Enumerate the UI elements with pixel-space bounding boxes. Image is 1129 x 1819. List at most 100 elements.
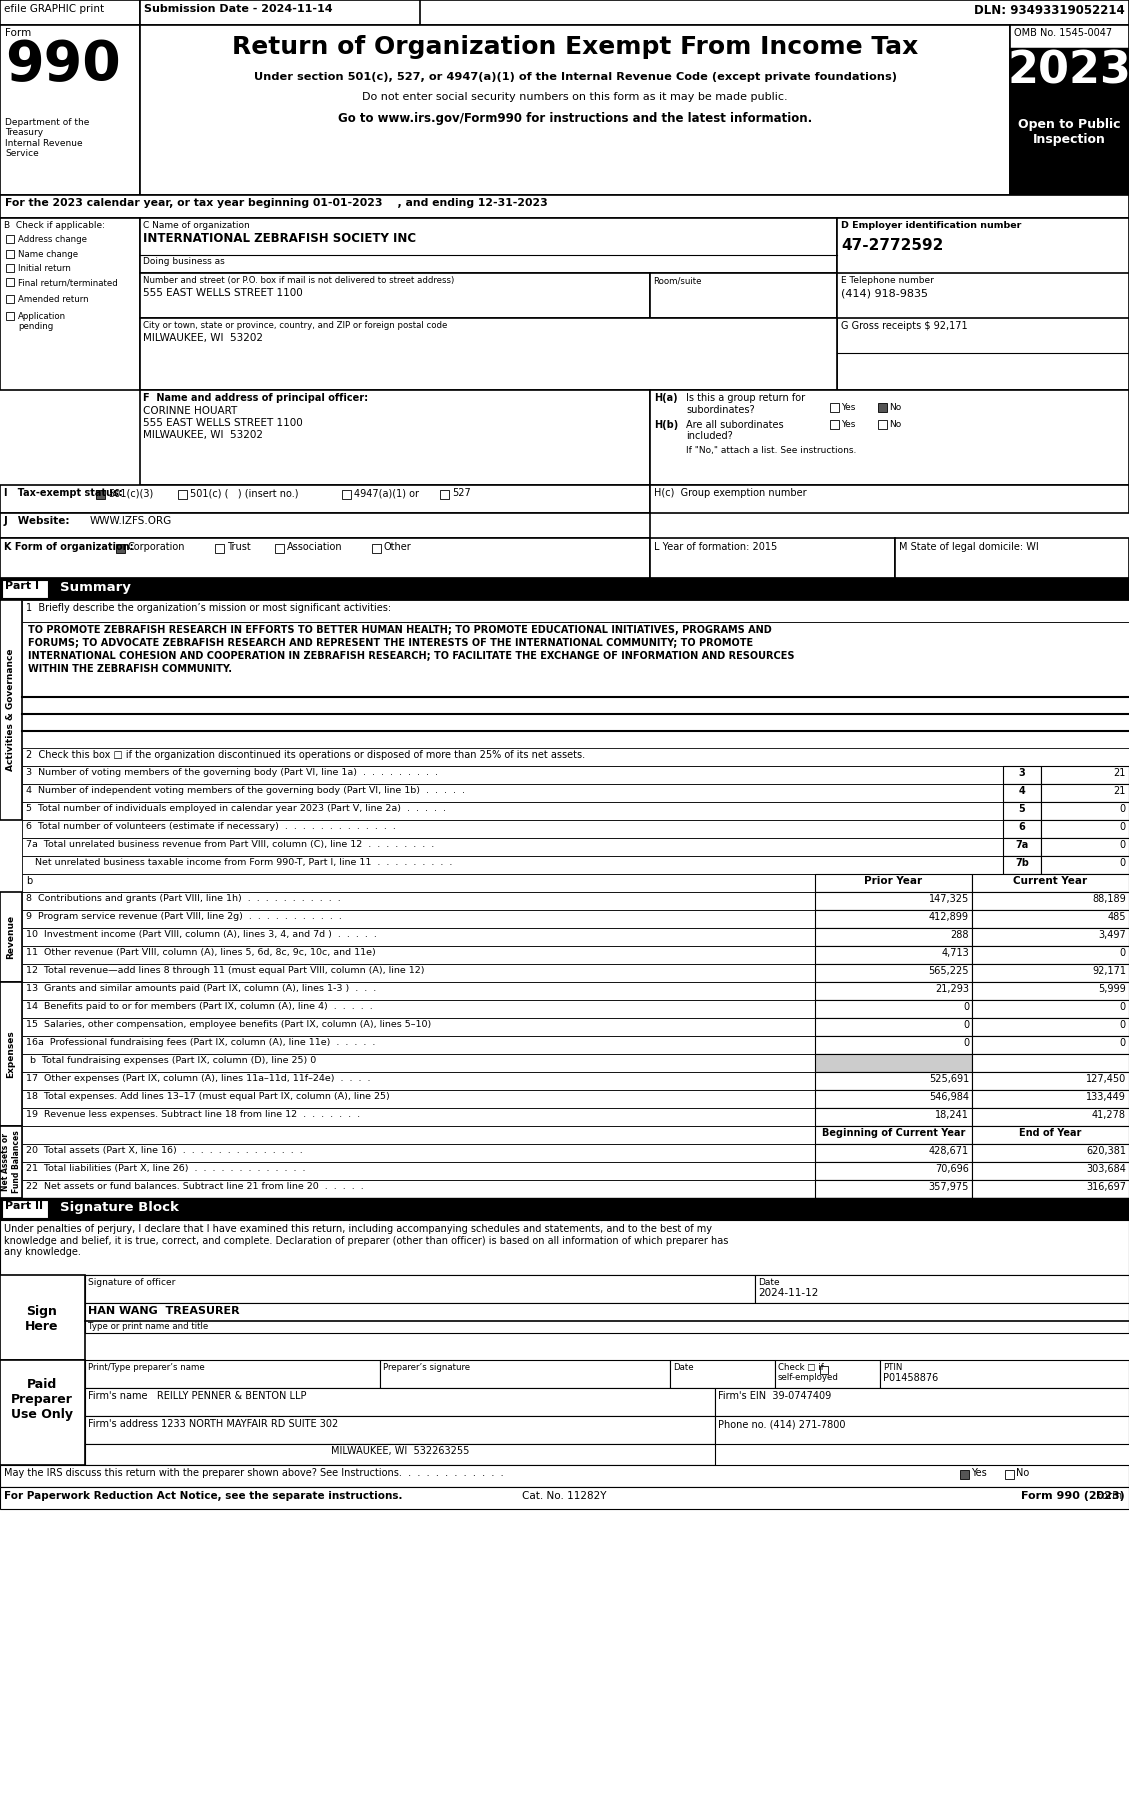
Text: 16a  Professional fundraising fees (Part IX, column (A), line 11e)  .  .  .  .  : 16a Professional fundraising fees (Part … (26, 1039, 375, 1048)
Text: Preparer’s signature: Preparer’s signature (383, 1362, 470, 1372)
Bar (972, 964, 1129, 982)
Text: Revenue: Revenue (7, 915, 16, 959)
Text: No: No (889, 420, 901, 429)
Text: Part I: Part I (5, 580, 40, 591)
Text: 0: 0 (1120, 859, 1126, 868)
Bar (815, 1071, 972, 1090)
Text: If "No," attach a list. See instructions.: If "No," attach a list. See instructions… (686, 446, 857, 455)
Bar (972, 1144, 1129, 1162)
Text: 7a  Total unrelated business revenue from Part VIII, column (C), line 12  .  .  : 7a Total unrelated business revenue from… (26, 840, 435, 849)
Text: efile GRAPHIC print: efile GRAPHIC print (5, 4, 104, 15)
Text: Initial return: Initial return (18, 264, 71, 273)
Text: 127,450: 127,450 (1086, 1073, 1126, 1084)
Text: 4,713: 4,713 (942, 948, 969, 959)
Text: 7a: 7a (1015, 840, 1029, 849)
Text: MILWAUKEE, WI  53202: MILWAUKEE, WI 53202 (143, 333, 263, 344)
Text: 5: 5 (1018, 804, 1025, 813)
Bar (0, 513, 650, 538)
Bar (85, 1275, 755, 1302)
Bar (0, 1464, 1129, 1486)
Text: included?: included? (686, 431, 733, 440)
Text: OMB No. 1545-0047: OMB No. 1545-0047 (1014, 27, 1112, 38)
Bar (21, 1108, 815, 1126)
Text: G Gross receipts $ 92,171: G Gross receipts $ 92,171 (841, 320, 968, 331)
Bar (815, 873, 972, 891)
Text: H(c)  Group exemption number: H(c) Group exemption number (654, 487, 806, 498)
Bar (21, 1162, 815, 1181)
Text: 18,241: 18,241 (935, 1110, 969, 1121)
Text: (414) 918-9835: (414) 918-9835 (841, 289, 928, 298)
Bar (830, 420, 839, 429)
Bar (0, 1486, 1129, 1510)
Bar (6, 264, 14, 273)
Bar (815, 1053, 972, 1071)
Text: Go to www.irs.gov/Form990 for instructions and the latest information.: Go to www.irs.gov/Form990 for instructio… (338, 113, 812, 126)
Text: Number and street (or P.O. box if mail is not delivered to street address): Number and street (or P.O. box if mail i… (143, 276, 454, 286)
Bar (21, 928, 815, 946)
Bar (85, 1361, 380, 1388)
Bar (21, 1181, 815, 1199)
Bar (972, 1126, 1129, 1144)
Bar (21, 1144, 815, 1162)
Bar (1003, 820, 1041, 839)
Text: 4  Number of independent voting members of the governing body (Part VI, line 1b): 4 Number of independent voting members o… (26, 786, 465, 795)
Bar (1041, 839, 1129, 857)
Bar (972, 1071, 1129, 1090)
Text: Form: Form (1095, 1492, 1124, 1501)
Bar (0, 195, 1129, 218)
Bar (6, 295, 14, 304)
Text: 0: 0 (1120, 948, 1126, 959)
Bar (0, 25, 140, 195)
Text: Phone no. (414) 271-7800: Phone no. (414) 271-7800 (718, 1419, 846, 1430)
Bar (0, 982, 21, 1126)
Bar (960, 1470, 969, 1479)
Bar (1041, 784, 1129, 802)
Text: 17  Other expenses (Part IX, column (A), lines 11a–11d, 11f–24e)  .  .  .  .: 17 Other expenses (Part IX, column (A), … (26, 1073, 370, 1082)
Text: 428,671: 428,671 (929, 1146, 969, 1157)
Bar (1010, 25, 1129, 195)
Bar (815, 1108, 972, 1126)
Text: 19  Revenue less expenses. Subtract line 18 from line 12  .  .  .  .  .  .  .: 19 Revenue less expenses. Subtract line … (26, 1110, 360, 1119)
Bar (21, 1053, 815, 1071)
Bar (6, 313, 14, 320)
Bar (0, 1126, 21, 1199)
Bar (972, 1019, 1129, 1037)
Text: Expenses: Expenses (7, 1030, 16, 1079)
Bar (972, 928, 1129, 946)
Bar (371, 544, 380, 553)
Text: 4: 4 (1018, 786, 1025, 797)
Text: 555 EAST WELLS STREET 1100: 555 EAST WELLS STREET 1100 (143, 287, 303, 298)
Text: Final return/terminated: Final return/terminated (18, 278, 117, 287)
Text: Beginning of Current Year: Beginning of Current Year (822, 1128, 965, 1139)
Text: 5,999: 5,999 (1099, 984, 1126, 993)
Bar (116, 544, 125, 553)
Text: 8  Contributions and grants (Part VIII, line 1h)  .  .  .  .  .  .  .  .  .  .  : 8 Contributions and grants (Part VIII, l… (26, 893, 341, 902)
Bar (1010, 109, 1129, 195)
Text: 12  Total revenue—add lines 8 through 11 (must equal Part VIII, column (A), line: 12 Total revenue—add lines 8 through 11 … (26, 966, 425, 975)
Bar (178, 489, 187, 498)
Bar (140, 218, 837, 273)
Bar (140, 318, 837, 389)
Text: 501(c) (   ) (insert no.): 501(c) ( ) (insert no.) (190, 487, 298, 498)
Text: Yes: Yes (841, 420, 856, 429)
Bar (815, 1181, 972, 1199)
Text: Form: Form (5, 27, 32, 38)
Text: 15  Salaries, other compensation, employee benefits (Part IX, column (A), lines : 15 Salaries, other compensation, employe… (26, 1020, 431, 1030)
Text: Activities & Governance: Activities & Governance (7, 649, 16, 771)
Bar (140, 389, 650, 486)
Bar (837, 273, 1129, 318)
Bar (972, 873, 1129, 891)
Text: 20  Total assets (Part X, line 16)  .  .  .  .  .  .  .  .  .  .  .  .  .  .: 20 Total assets (Part X, line 16) . . . … (26, 1146, 303, 1155)
Text: Is this a group return for: Is this a group return for (686, 393, 805, 404)
Text: 92,171: 92,171 (1092, 966, 1126, 977)
Bar (1003, 857, 1041, 873)
Bar (878, 404, 887, 411)
Text: 3,497: 3,497 (1099, 930, 1126, 940)
Bar (715, 1388, 1129, 1415)
Bar (0, 1221, 1129, 1275)
Bar (830, 404, 839, 411)
Bar (650, 389, 1129, 486)
Text: May the IRS discuss this return with the preparer shown above? See Instructions.: May the IRS discuss this return with the… (5, 1468, 504, 1479)
Text: 0: 0 (1120, 822, 1126, 831)
Bar (21, 622, 1129, 697)
